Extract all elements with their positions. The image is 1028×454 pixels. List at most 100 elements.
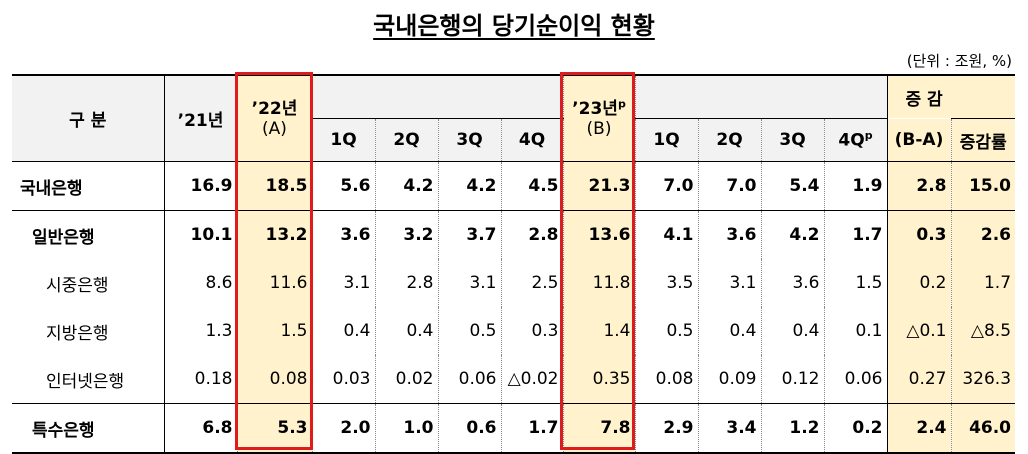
header-year-2022-sub: (A) bbox=[237, 118, 313, 162]
cell-q22: 1.0 bbox=[375, 403, 439, 453]
cell-y22: 18.5 bbox=[237, 161, 313, 211]
cell-q22: 3.2 bbox=[375, 210, 439, 259]
cell-y23: 7.8 bbox=[563, 403, 636, 453]
cell-q23: 4.2 bbox=[761, 210, 825, 259]
cell-y21: 6.8 bbox=[164, 403, 238, 453]
header-year-2023: ’23년p bbox=[563, 74, 636, 119]
table-row: 인터넷은행 0.18 0.08 0.03 0.02 0.06 △0.02 0.3… bbox=[12, 355, 1016, 404]
cell-q22: 2.8 bbox=[375, 259, 439, 307]
header-diff-sub: (B-A) bbox=[887, 118, 952, 162]
cell-y21: 1.3 bbox=[164, 307, 238, 355]
cell-q22: 4.2 bbox=[375, 161, 439, 211]
cell-q23: 5.4 bbox=[761, 161, 825, 211]
cell-q23: 3.6 bbox=[698, 210, 762, 259]
header-rate: 증감률 bbox=[951, 118, 1016, 162]
header-2022-quarters-group bbox=[312, 74, 564, 119]
header-2023-q4: 4Qp bbox=[824, 118, 888, 162]
cell-q23: 0.06 bbox=[824, 355, 888, 404]
cell-q23: 3.1 bbox=[698, 259, 762, 307]
cell-q22: 2.5 bbox=[501, 259, 564, 307]
cell-rate: 1.7 bbox=[951, 259, 1016, 307]
header-2022-q2: 2Q bbox=[375, 118, 439, 162]
cell-q23: 0.09 bbox=[698, 355, 762, 404]
cell-q23: 4.1 bbox=[635, 210, 699, 259]
cell-y21: 8.6 bbox=[164, 259, 238, 307]
header-year-2023-sub: (B) bbox=[563, 118, 636, 162]
cell-q22: 2.8 bbox=[501, 210, 564, 259]
cell-q22: 3.1 bbox=[312, 259, 376, 307]
cell-y23: 1.4 bbox=[563, 307, 636, 355]
cell-y22: 13.2 bbox=[237, 210, 313, 259]
cell-y23: 13.6 bbox=[563, 210, 636, 259]
cell-diff: 0.27 bbox=[887, 355, 952, 404]
cell-q22: 0.06 bbox=[438, 355, 502, 404]
cell-q22: 0.4 bbox=[375, 307, 439, 355]
cell-q22: 0.02 bbox=[375, 355, 439, 404]
header-category: 구 분 bbox=[12, 74, 165, 162]
cell-q23: 7.0 bbox=[698, 161, 762, 211]
cell-y21: 10.1 bbox=[164, 210, 238, 259]
header-2023-q1: 1Q bbox=[635, 118, 699, 162]
header-year-2021: ’21년 bbox=[164, 74, 238, 162]
cell-q22: 0.03 bbox=[312, 355, 376, 404]
table-row: 시중은행 8.6 11.6 3.1 2.8 3.1 2.5 11.8 3.5 3… bbox=[12, 259, 1016, 307]
cell-q23: 3.6 bbox=[761, 259, 825, 307]
cell-q22: 2.0 bbox=[312, 403, 376, 453]
cell-y21: 16.9 bbox=[164, 161, 238, 211]
header-2023-quarters-group bbox=[635, 74, 888, 119]
page-title: 국내은행의 당기순이익 현황 bbox=[373, 12, 655, 40]
cell-q23: 2.9 bbox=[635, 403, 699, 453]
row-label: 지방은행 bbox=[12, 307, 165, 355]
unit-note: (단위 : 조원, %) bbox=[906, 52, 1012, 70]
cell-q22: 5.6 bbox=[312, 161, 376, 211]
cell-q23: 0.1 bbox=[824, 307, 888, 355]
header-year-2023-label: ’23년 bbox=[572, 98, 618, 119]
cell-diff: 0.3 bbox=[887, 210, 952, 259]
row-label: 국내은행 bbox=[12, 161, 165, 211]
header-2023-q4-label: 4Q bbox=[838, 130, 865, 151]
header-2023-q2: 2Q bbox=[698, 118, 762, 162]
header-year-2023-prelim-mark: p bbox=[617, 96, 626, 110]
cell-q22: 3.6 bbox=[312, 210, 376, 259]
cell-diff: 2.4 bbox=[887, 403, 952, 453]
cell-q22: 0.4 bbox=[312, 307, 376, 355]
row-label: 인터넷은행 bbox=[12, 355, 165, 404]
cell-rate: 326.3 bbox=[951, 355, 1016, 404]
cell-q22: 0.3 bbox=[501, 307, 564, 355]
cell-q23: 0.4 bbox=[698, 307, 762, 355]
table-row: 지방은행 1.3 1.5 0.4 0.4 0.5 0.3 1.4 0.5 0.4… bbox=[12, 307, 1016, 355]
cell-q23: 3.4 bbox=[698, 403, 762, 453]
cell-q22: 1.7 bbox=[501, 403, 564, 453]
cell-q23: 1.7 bbox=[824, 210, 888, 259]
cell-q22: 4.5 bbox=[501, 161, 564, 211]
cell-rate: △8.5 bbox=[951, 307, 1016, 355]
cell-q22: 0.6 bbox=[438, 403, 502, 453]
header-2022-q1: 1Q bbox=[312, 118, 376, 162]
cell-q22: 0.5 bbox=[438, 307, 502, 355]
cell-q23: 0.5 bbox=[635, 307, 699, 355]
cell-q23: 1.9 bbox=[824, 161, 888, 211]
cell-q22: 4.2 bbox=[438, 161, 502, 211]
cell-y23: 21.3 bbox=[563, 161, 636, 211]
table-row: 국내은행 16.9 18.5 5.6 4.2 4.2 4.5 21.3 7.0 … bbox=[12, 161, 1016, 211]
cell-q23: 7.0 bbox=[635, 161, 699, 211]
cell-diff: △0.1 bbox=[887, 307, 952, 355]
cell-y23: 11.8 bbox=[563, 259, 636, 307]
cell-q22: △0.02 bbox=[501, 355, 564, 404]
row-label: 시중은행 bbox=[12, 259, 165, 307]
cell-diff: 0.2 bbox=[887, 259, 952, 307]
table-row: 특수은행 6.8 5.3 2.0 1.0 0.6 1.7 7.8 2.9 3.4… bbox=[12, 403, 1016, 453]
table-row: 일반은행 10.1 13.2 3.6 3.2 3.7 2.8 13.6 4.1 … bbox=[12, 210, 1016, 259]
cell-rate: 46.0 bbox=[951, 403, 1016, 453]
cell-y21: 0.18 bbox=[164, 355, 238, 404]
cell-q23: 0.12 bbox=[761, 355, 825, 404]
cell-diff: 2.8 bbox=[887, 161, 952, 211]
header-diff: 증 감 bbox=[887, 74, 1016, 119]
cell-q23: 1.5 bbox=[824, 259, 888, 307]
cell-q23: 0.08 bbox=[635, 355, 699, 404]
cell-q23: 1.2 bbox=[761, 403, 825, 453]
cell-q22: 3.1 bbox=[438, 259, 502, 307]
cell-q23: 0.2 bbox=[824, 403, 888, 453]
row-label: 특수은행 bbox=[12, 403, 165, 453]
cell-y22: 0.08 bbox=[237, 355, 313, 404]
